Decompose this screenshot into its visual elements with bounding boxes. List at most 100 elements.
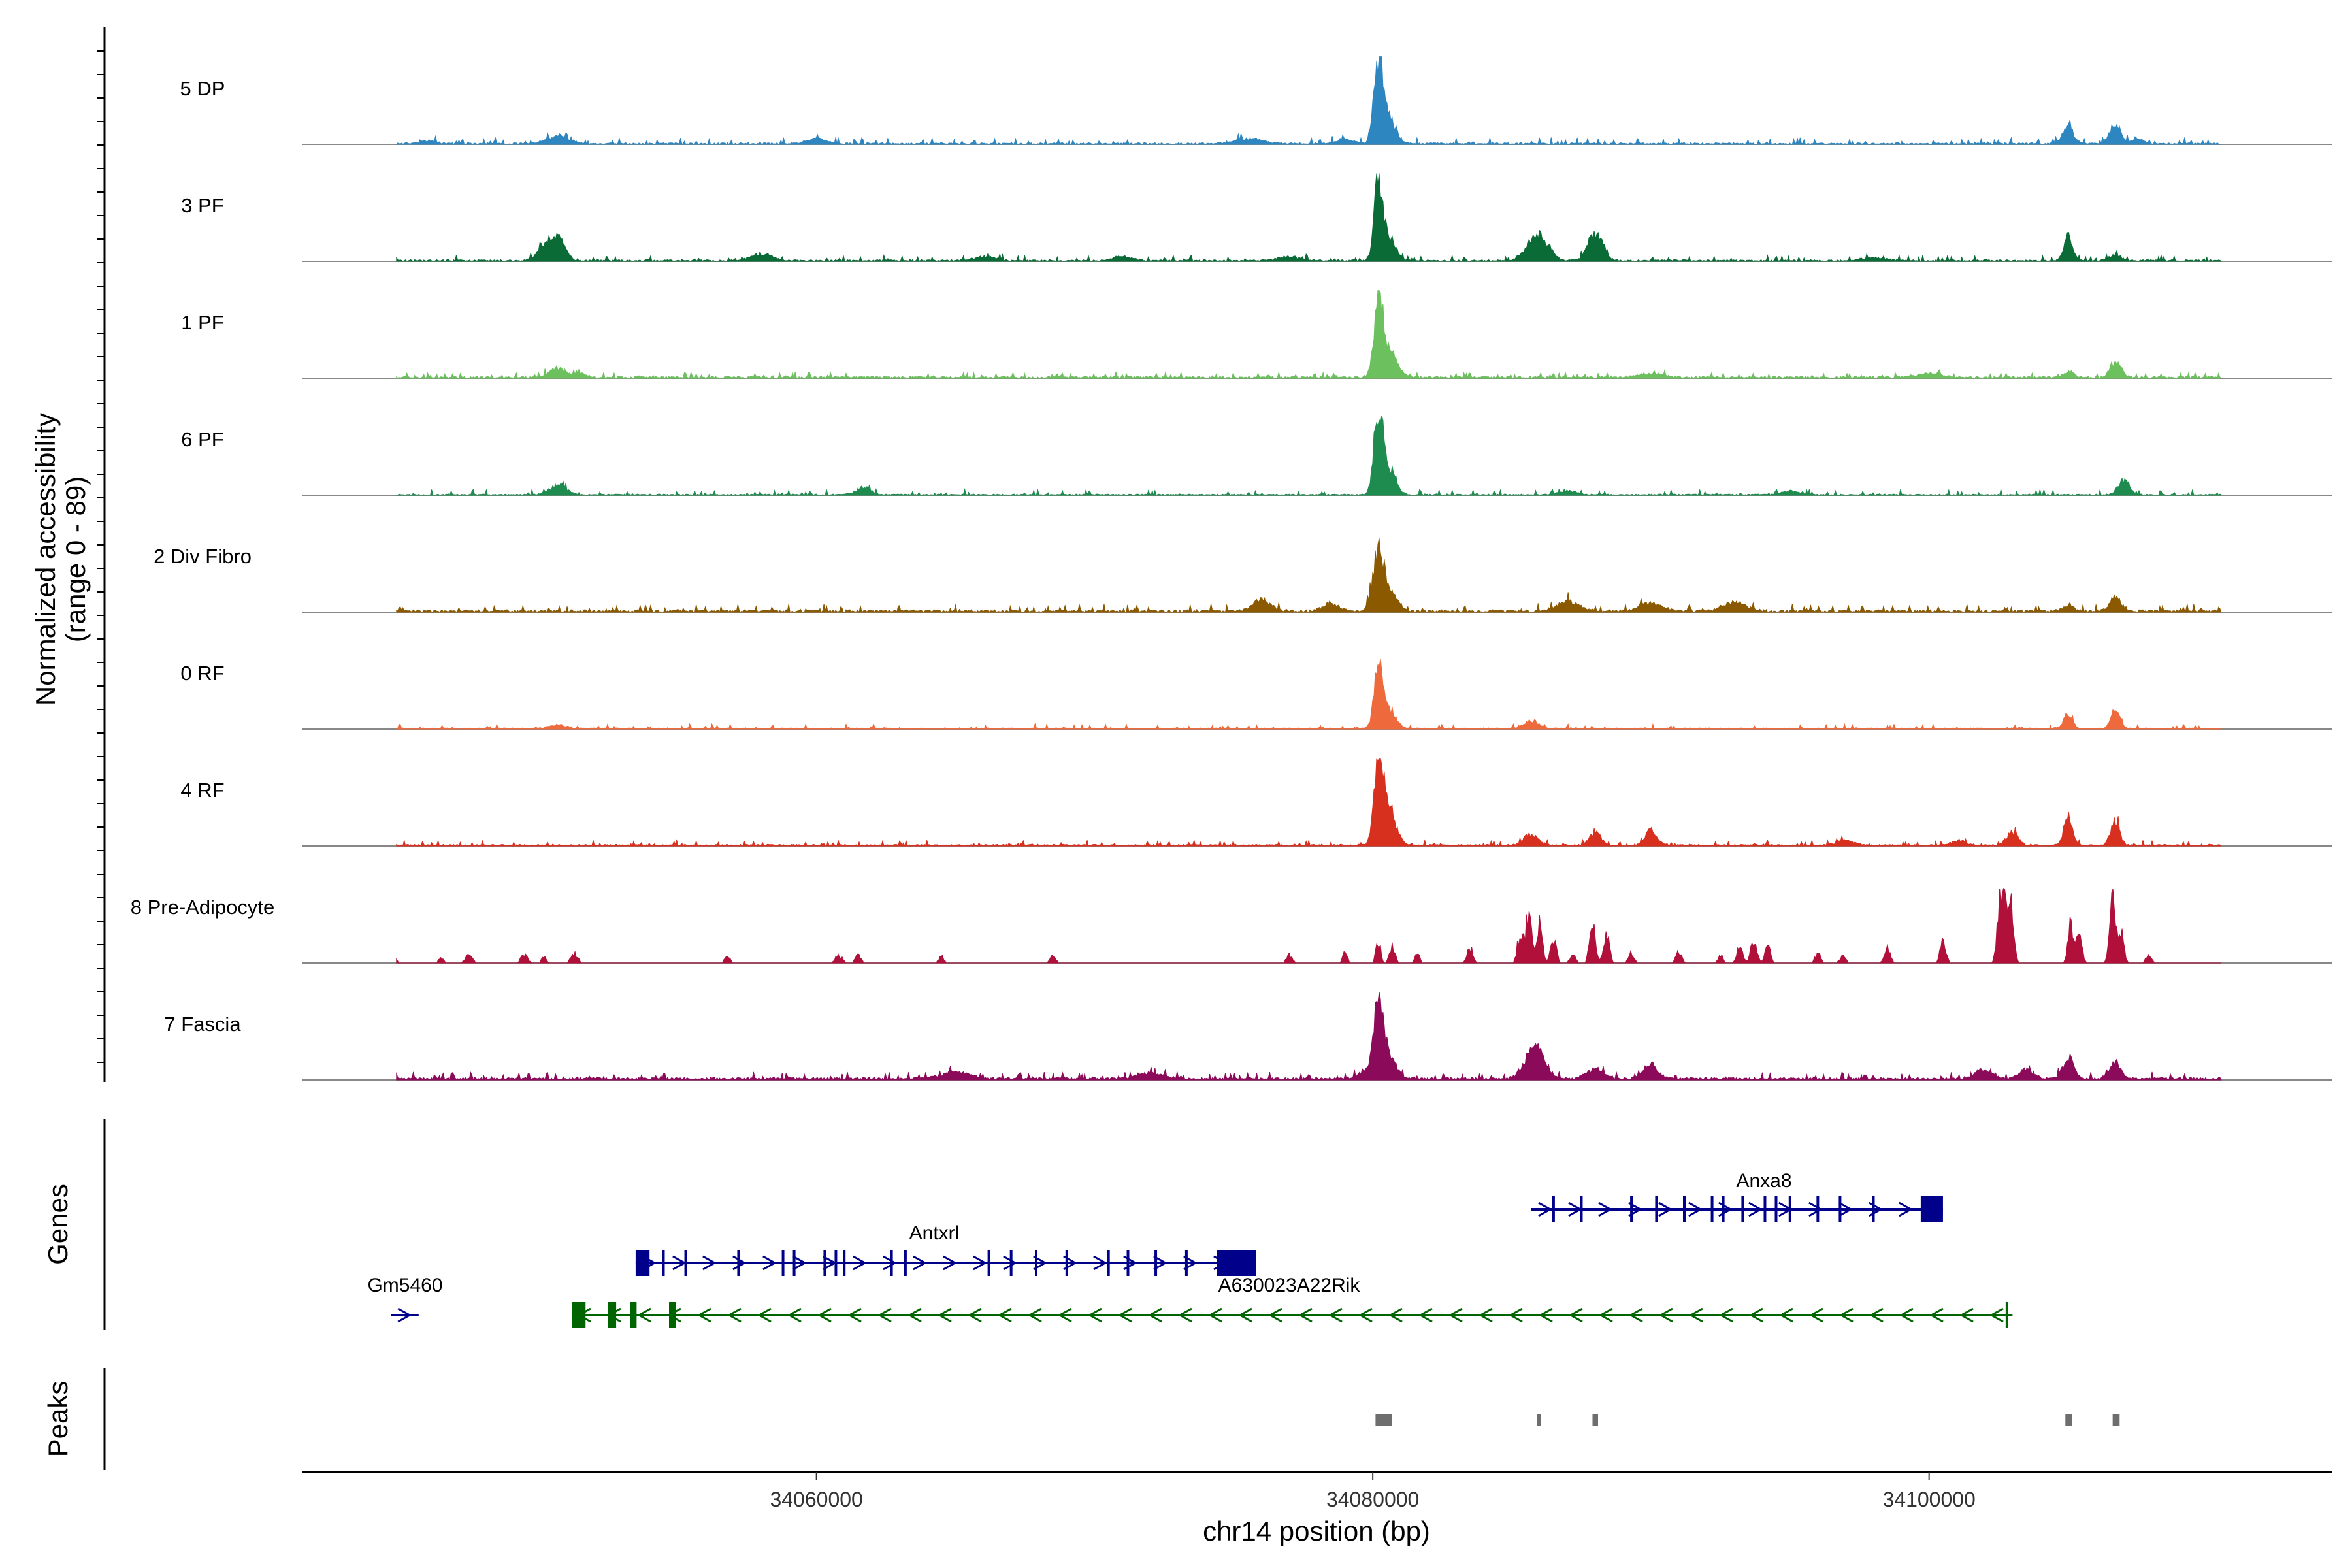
strand-arrow [1748, 1201, 1763, 1217]
exon-block [668, 1302, 676, 1328]
strand-arrow [1598, 1201, 1612, 1217]
strand-arrow [757, 1307, 772, 1323]
strand-arrow [1328, 1307, 1343, 1323]
track-4-rf: 4 RF [180, 758, 2332, 847]
strand-arrow [1538, 1307, 1553, 1323]
x-axis-tick-label: 34100000 [1882, 1488, 1975, 1511]
strand-arrow [1959, 1307, 1974, 1323]
strand-arrow [1688, 1201, 1703, 1217]
track-label: 0 RF [180, 662, 224, 685]
strand-arrow [943, 1255, 957, 1271]
track-2-div-fibro: 2 Div Fibro [154, 538, 2332, 613]
peak-region [2065, 1414, 2072, 1426]
strand-arrow [397, 1307, 412, 1323]
coverage-area [396, 887, 2221, 964]
strand-arrow [907, 1307, 922, 1323]
strand-arrow [1057, 1307, 1072, 1323]
strand-arrow [1929, 1307, 1944, 1323]
track-7-fascia: 7 Fascia [164, 992, 2332, 1081]
strand-arrow [1147, 1307, 1162, 1323]
peaks-panel-label: Peaks [42, 1381, 73, 1458]
exon-block [1920, 1196, 1943, 1222]
strand-arrow [636, 1307, 651, 1323]
strand-arrow [883, 1255, 897, 1271]
strand-arrow [1267, 1307, 1282, 1323]
strand-arrow [1478, 1307, 1493, 1323]
peak-region [1375, 1414, 1392, 1426]
strand-arrow [817, 1307, 832, 1323]
strand-arrow [1087, 1307, 1102, 1323]
gene-label: Anxa8 [1736, 1170, 1791, 1192]
strand-arrow [1183, 1255, 1198, 1271]
peak-region [2112, 1414, 2120, 1426]
coverage-area [396, 56, 2222, 146]
strand-arrow [1658, 1201, 1673, 1217]
coverage-y-axis-ticks [97, 50, 105, 1063]
strand-arrow [1658, 1307, 1673, 1323]
strand-arrow [1448, 1307, 1463, 1323]
coverage-tracks: 5 DP 3 PF 1 PF 6 PF 2 Div Fibro 0 RF 4 RF 8 Pre… [131, 56, 2332, 1081]
strand-arrow [1899, 1201, 1913, 1217]
strand-arrow [1748, 1307, 1763, 1323]
track-0-rf: 0 RF [180, 659, 2332, 730]
strand-arrow [1838, 1201, 1853, 1217]
gene-label: Antxrl [909, 1222, 960, 1244]
strand-arrow [787, 1307, 802, 1323]
track-6-pf: 6 PF [181, 416, 2332, 497]
strand-arrow [997, 1307, 1012, 1323]
strand-arrow [1838, 1307, 1854, 1323]
strand-arrow [853, 1255, 867, 1271]
strand-arrow [973, 1255, 987, 1271]
coverage-area [396, 173, 2222, 263]
coverage-area [396, 290, 2222, 379]
strand-arrow [1418, 1307, 1433, 1323]
strand-arrow [1989, 1307, 2004, 1323]
strand-arrow [1027, 1307, 1042, 1323]
strand-arrow [1207, 1307, 1222, 1323]
gene-antxrl: Antxrl [635, 1222, 1256, 1276]
gene-label: A630023A22Rik [1218, 1275, 1361, 1296]
strand-arrow [1358, 1307, 1373, 1323]
exon-block [608, 1302, 617, 1328]
gene-label: Gm5460 [367, 1275, 442, 1296]
strand-arrow [1869, 1307, 1884, 1323]
strand-arrow [913, 1255, 927, 1271]
peak-region [1592, 1414, 1599, 1426]
strand-arrow [1808, 1201, 1823, 1217]
x-axis-tick-label: 34060000 [770, 1488, 862, 1511]
strand-arrow [937, 1307, 952, 1323]
coverage-area [396, 416, 2222, 497]
track-label: 2 Div Fibro [154, 545, 252, 568]
gene-gm5460: Gm5460 [367, 1275, 443, 1323]
genes-panel-label: Genes [42, 1184, 73, 1265]
strand-arrow [696, 1307, 711, 1323]
track-1-pf: 1 PF [181, 290, 2332, 379]
strand-arrow [1117, 1307, 1132, 1323]
gene-anxa8: Anxa8 [1531, 1170, 1943, 1222]
track-label: 4 RF [180, 779, 224, 802]
track-label: 5 DP [180, 77, 225, 100]
exon-block [571, 1302, 586, 1328]
strand-arrow [1298, 1307, 1313, 1323]
peaks-track [1375, 1414, 2120, 1426]
track-3-pf: 3 PF [181, 173, 2332, 263]
strand-arrow [877, 1307, 892, 1323]
strand-arrow [1153, 1255, 1168, 1271]
strand-arrow [1899, 1307, 1914, 1323]
gene-annotations: Gm5460 Antxrl Anxa8 A630023A22Rik [367, 1170, 2013, 1328]
track-label: 8 Pre-Adipocyte [131, 896, 275, 919]
coverage-area [396, 659, 2222, 730]
exon-block [630, 1302, 637, 1328]
strand-arrow [666, 1307, 681, 1323]
strand-arrow [1718, 1307, 1733, 1323]
strand-arrow [1237, 1307, 1252, 1323]
strand-arrow [1568, 1307, 1583, 1323]
strand-arrow [727, 1307, 742, 1323]
coverage-area [396, 758, 2222, 847]
strand-arrow [1598, 1307, 1613, 1323]
strand-arrow [967, 1307, 982, 1323]
strand-arrow [1388, 1307, 1403, 1323]
peak-region [1537, 1414, 1541, 1426]
strand-arrow [702, 1255, 717, 1271]
